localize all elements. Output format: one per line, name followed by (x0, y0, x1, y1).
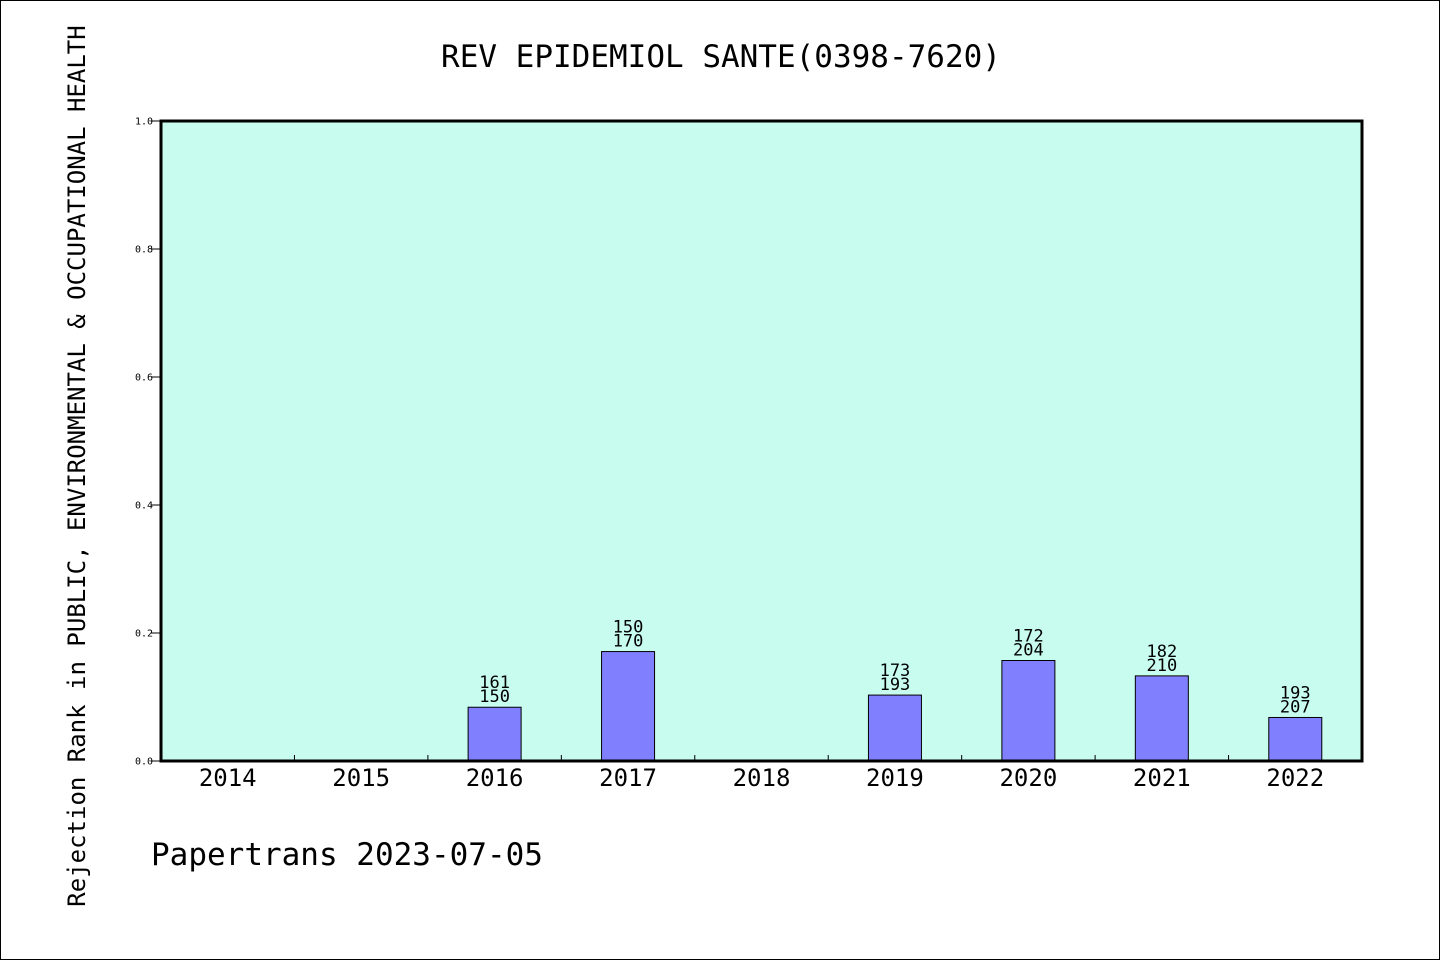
plot-border (159, 119, 1364, 763)
y-tick-label: 0.6 (135, 373, 153, 384)
bar-label-bottom: 207 (1280, 697, 1311, 717)
bar-label-top: 161 (479, 673, 510, 693)
chart-title: REV EPIDEMIOL SANTE(0398-7620) (441, 39, 1001, 75)
x-tick-label: 2015 (332, 764, 390, 792)
y-tick-label: 0.4 (135, 501, 153, 512)
x-tick-label: 2022 (1266, 764, 1324, 792)
bar-label-top: 182 (1146, 642, 1177, 662)
bar-label-top: 193 (1280, 683, 1311, 703)
x-tick-label: 2019 (866, 764, 924, 792)
x-tick-label: 2020 (999, 764, 1057, 792)
bar-label-top: 173 (880, 661, 911, 681)
y-axis-ticks: 0.0 0.2 0.4 0.6 0.8 1.0 (135, 117, 161, 768)
x-tick-label: 2014 (199, 764, 257, 792)
y-tick-label: 1.0 (135, 117, 153, 128)
bar (1001, 660, 1056, 762)
bar (1268, 716, 1323, 762)
bar (867, 694, 922, 762)
bar (1134, 675, 1189, 762)
y-tick-label: 0.8 (135, 245, 153, 256)
bar-label-bottom: 193 (880, 675, 911, 695)
bar-label-top: 150 (613, 618, 644, 638)
bars-layer (467, 651, 1323, 762)
x-tick-label: 2021 (1133, 764, 1191, 792)
x-axis-ticks: 2014 2015 2016 2017 2018 2019 2020 2021 2022 (199, 755, 1324, 792)
bar-label-bottom: 150 (479, 687, 510, 707)
x-tick-label: 2018 (733, 764, 791, 792)
x-tick-label: 2016 (466, 764, 524, 792)
y-tick-label: 0.0 (135, 757, 153, 768)
bar (601, 651, 656, 762)
bar-label-bottom: 204 (1013, 641, 1044, 661)
bar (467, 706, 522, 762)
x-tick-label: 2017 (599, 764, 657, 792)
y-axis-label: Rejection Rank in PUBLIC, ENVIRONMENTAL … (63, 25, 91, 906)
bar-label-top: 172 (1013, 627, 1044, 647)
bar-label-bottom: 170 (613, 632, 644, 652)
plot-area (161, 121, 1362, 761)
y-tick-label: 0.2 (135, 629, 153, 640)
footer-credit: Papertrans 2023-07-05 (151, 837, 543, 873)
bar-label-bottom: 210 (1146, 656, 1177, 676)
